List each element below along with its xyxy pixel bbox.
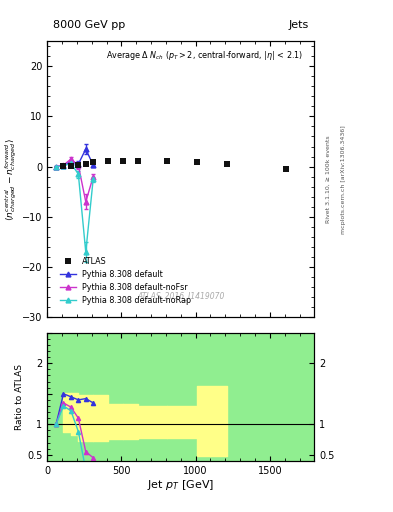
ATLAS	[90, 158, 96, 166]
ATLAS	[283, 165, 289, 173]
Y-axis label: $\langle n^{central}_{charged} - n^{forward}_{charged} \rangle$: $\langle n^{central}_{charged} - n^{forw…	[4, 138, 19, 221]
ATLAS	[68, 162, 74, 170]
Text: mcplots.cern.ch [arXiv:1306.3436]: mcplots.cern.ch [arXiv:1306.3436]	[342, 125, 346, 233]
Text: ATLAS_2016_I1419070: ATLAS_2016_I1419070	[137, 291, 224, 300]
ATLAS	[224, 160, 230, 168]
Text: Rivet 3.1.10, ≥ 100k events: Rivet 3.1.10, ≥ 100k events	[326, 135, 331, 223]
ATLAS	[194, 158, 200, 166]
ATLAS	[105, 157, 111, 165]
ATLAS	[120, 157, 126, 165]
Y-axis label: Ratio to ATLAS: Ratio to ATLAS	[15, 364, 24, 430]
ATLAS	[134, 157, 141, 165]
Text: Average $\Delta$ $N_{ch}$ ($p_T$$>$2, central-forward, $|\eta|$ < 2.1): Average $\Delta$ $N_{ch}$ ($p_T$$>$2, ce…	[106, 49, 303, 62]
ATLAS	[61, 162, 67, 170]
Text: Jets: Jets	[289, 20, 309, 30]
ATLAS	[164, 157, 171, 165]
Legend: ATLAS, Pythia 8.308 default, Pythia 8.308 default-noFsr, Pythia 8.308 default-no: ATLAS, Pythia 8.308 default, Pythia 8.30…	[57, 253, 195, 308]
ATLAS	[83, 160, 89, 168]
X-axis label: Jet $p_T$ [GeV]: Jet $p_T$ [GeV]	[147, 478, 214, 493]
ATLAS	[75, 161, 81, 169]
Text: 8000 GeV pp: 8000 GeV pp	[53, 20, 125, 30]
